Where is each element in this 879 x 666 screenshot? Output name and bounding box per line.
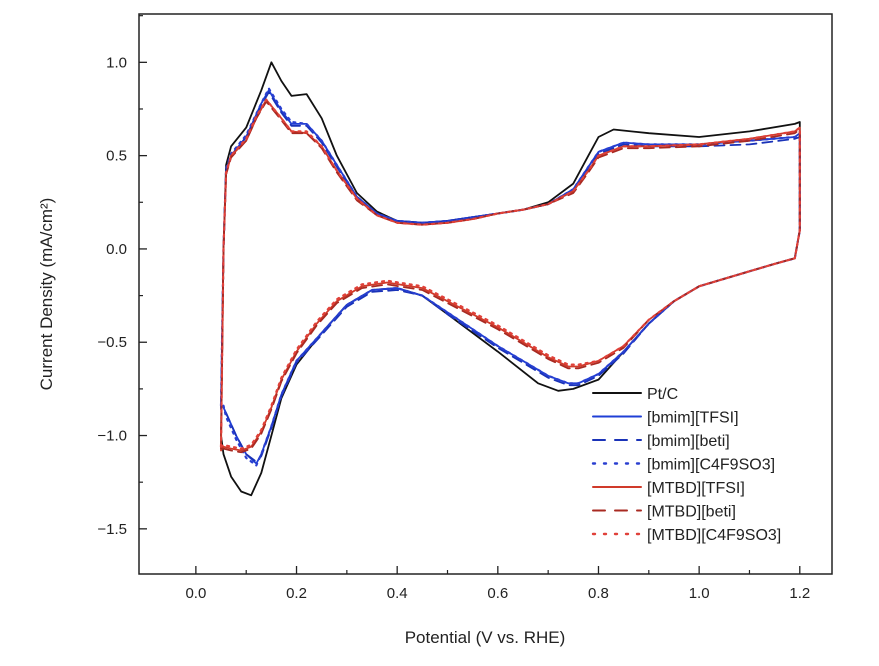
x-tick-label: 0.4	[387, 585, 408, 602]
series-line-6	[219, 98, 801, 450]
legend-label: [bmim][beti]	[647, 433, 730, 450]
x-tick-label: 1.2	[789, 585, 810, 602]
x-tick-label: 0.0	[185, 585, 206, 602]
x-tick-label: 1.0	[689, 585, 710, 602]
series-line-4	[220, 98, 801, 452]
y-tick-label: 1.0	[106, 54, 127, 71]
y-axis-label: Current Density (mA/cm²)	[37, 198, 56, 391]
y-tick-label: −1.0	[97, 428, 127, 445]
legend-label: [bmim][C4F9SO3]	[647, 457, 775, 474]
series-line-5	[220, 100, 801, 454]
legend: Pt/C [bmim][TFSI] [bmim][beti] [bmim][C4F9S…	[591, 386, 781, 544]
series-line-3	[219, 87, 801, 467]
legend-label: [MTBD][TFSI]	[647, 480, 745, 497]
y-tick-label: −1.5	[97, 521, 127, 538]
y-tick-label: −0.5	[97, 334, 127, 351]
series-line-1	[220, 89, 801, 465]
legend-label: [MTBD][beti]	[647, 504, 736, 521]
x-tick-label: 0.2	[286, 585, 307, 602]
series-layer	[219, 61, 801, 497]
ticks-layer: 0.0 0.2 0.4 0.6 0.8 1.0 1.2 1.0 0.5 0.0 −0.5 −1.0 −1…	[97, 15, 810, 602]
x-axis-label: Potential (V vs. RHE)	[405, 628, 566, 647]
y-tick-label: 0.0	[106, 241, 127, 258]
y-tick-label: 0.5	[106, 148, 127, 165]
x-tick-label: 0.6	[487, 585, 508, 602]
legend-label: Pt/C	[647, 386, 678, 403]
legend-label: [MTBD][C4F9SO3]	[647, 527, 781, 544]
x-tick-label: 0.8	[588, 585, 609, 602]
legend-label: [bmim][TFSI]	[647, 410, 739, 427]
plot-frame	[138, 13, 833, 575]
series-line-2	[220, 91, 801, 463]
